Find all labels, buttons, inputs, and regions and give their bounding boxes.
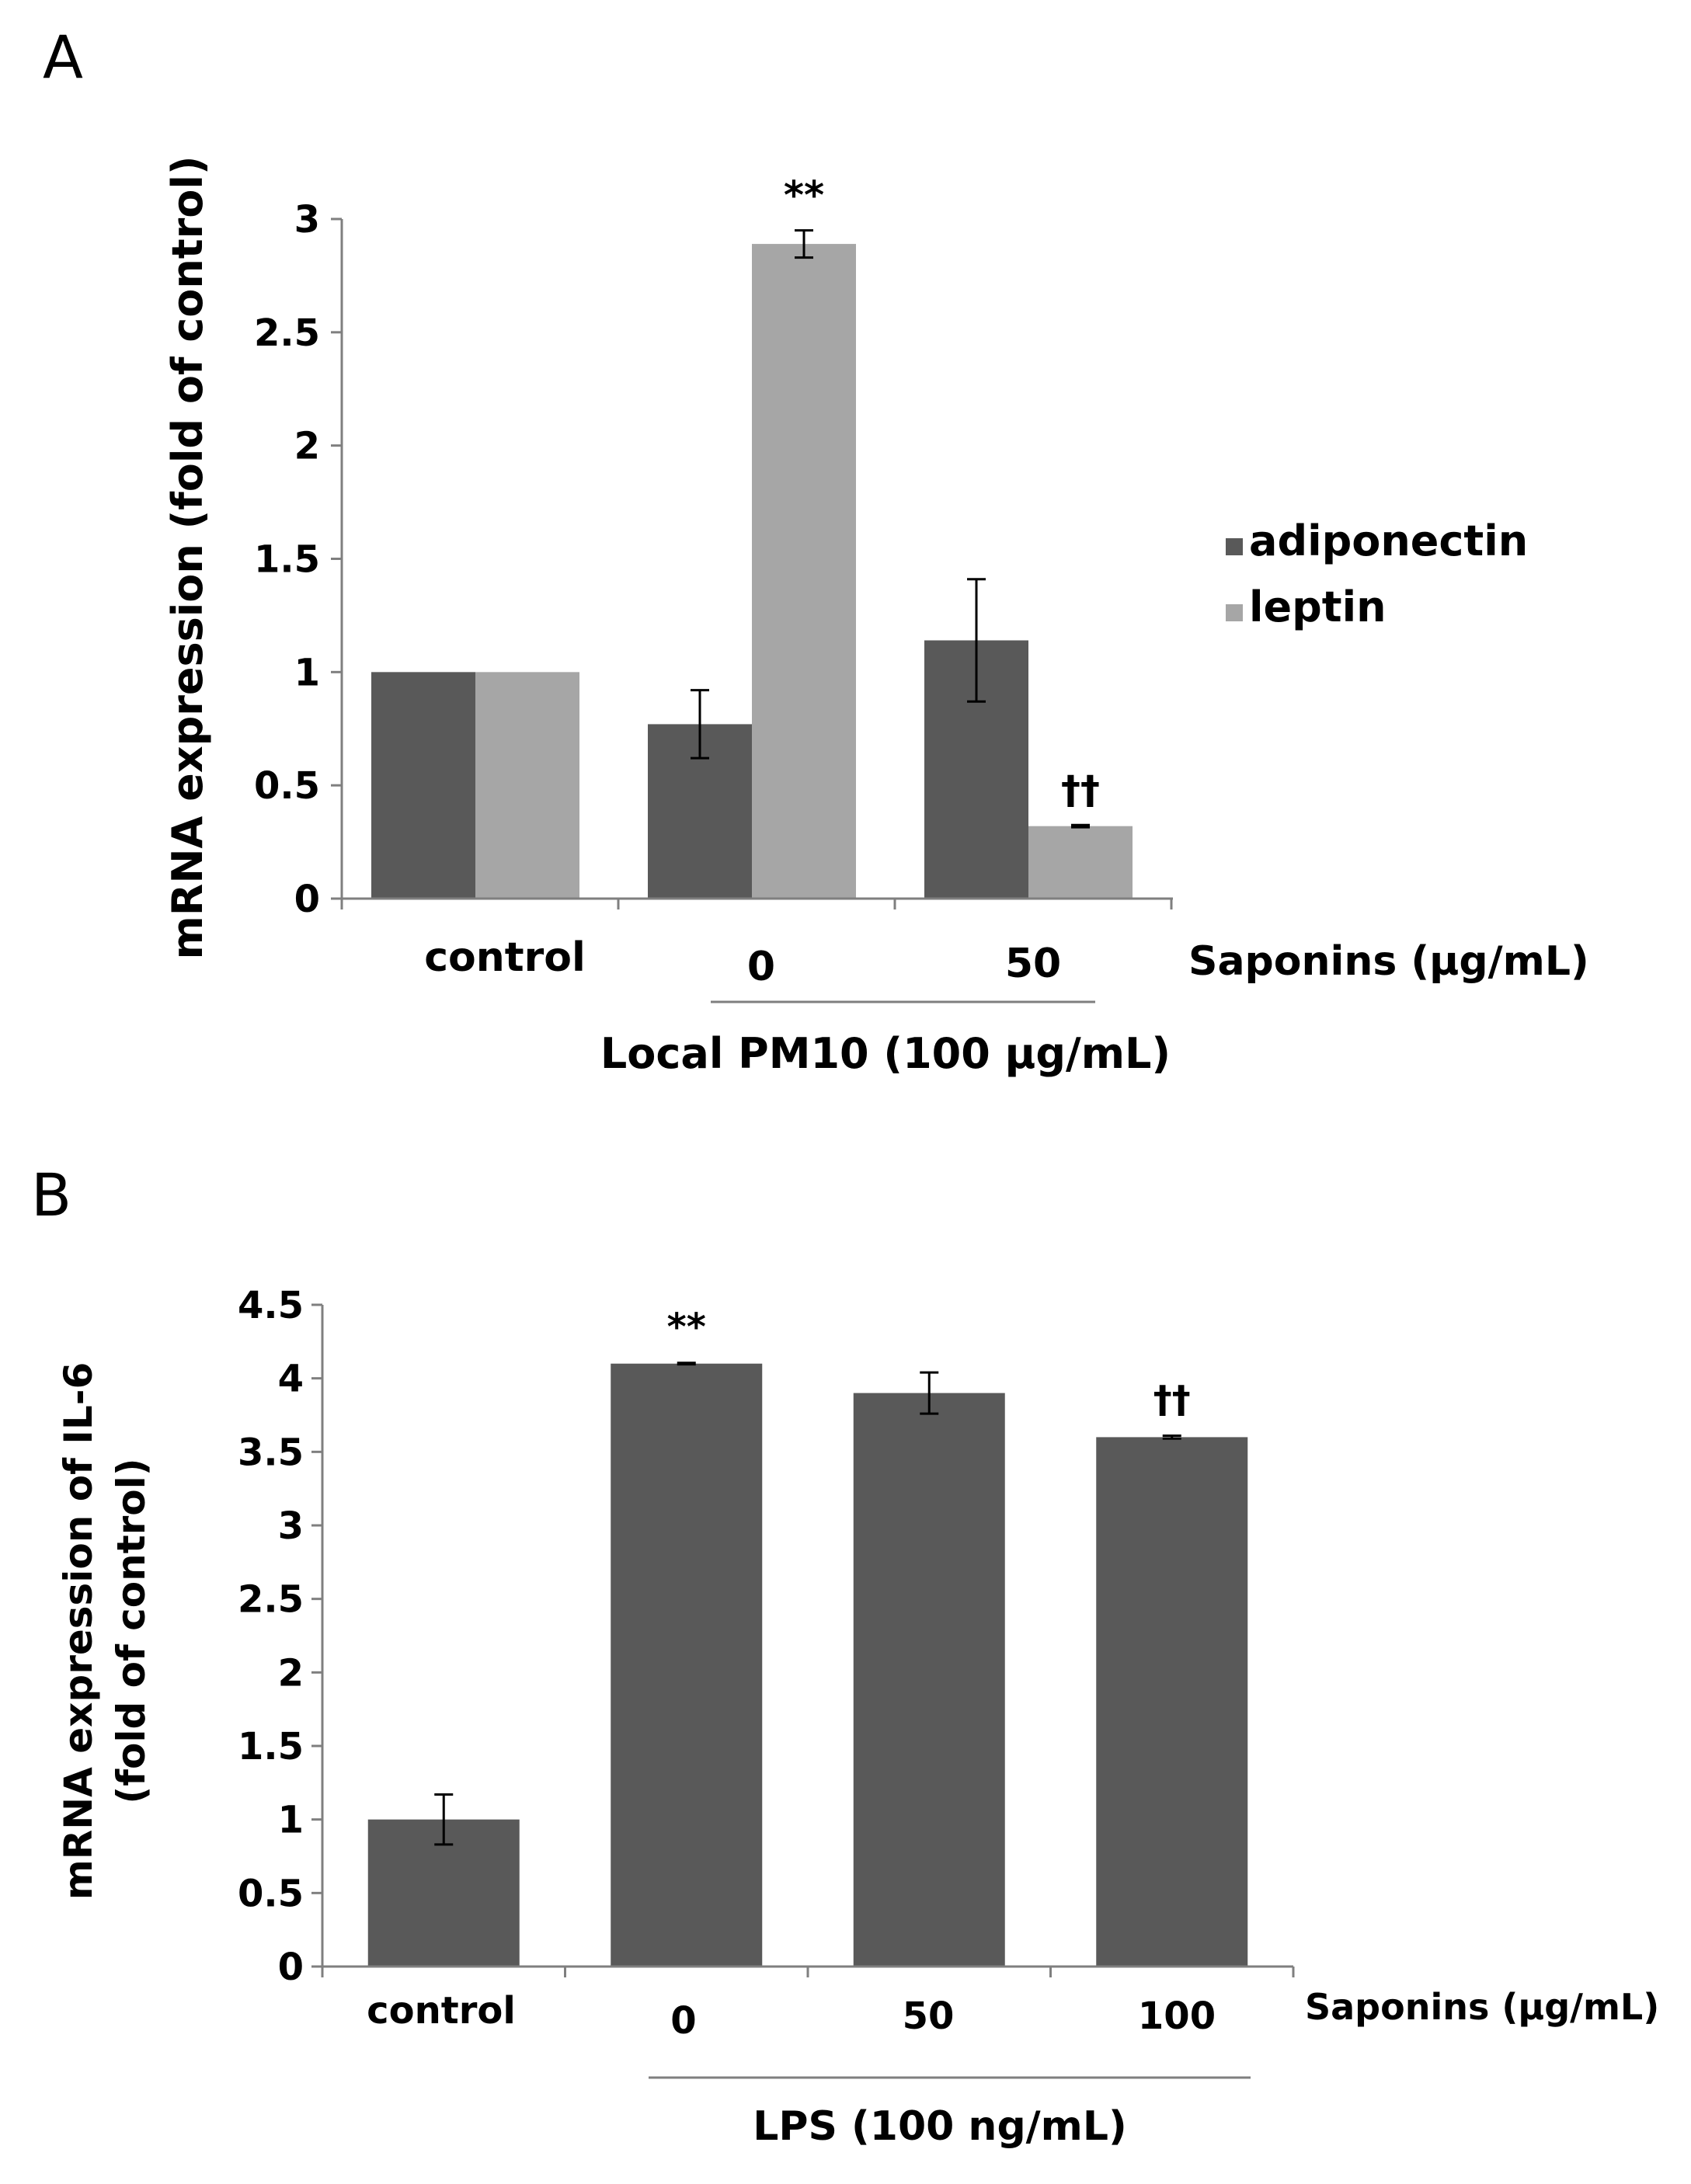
- significance-label-il-6-100: ††: [1153, 1379, 1191, 1422]
- y-tick-label: 2.5: [254, 311, 320, 355]
- bar-adiponectin-control: [371, 672, 475, 899]
- significance-label-il-6-0: **: [667, 1306, 706, 1349]
- y-axis-title-line-1: mRNA expression of IL-6: [56, 1362, 101, 1901]
- y-tick-label: 0: [294, 878, 320, 921]
- y-tick-label: 2: [294, 425, 320, 468]
- panel-b-label: B: [31, 1160, 71, 1229]
- y-tick-label: 2.5: [238, 1578, 304, 1622]
- x-category-label-control: control: [367, 1989, 516, 2033]
- y-tick-label: 0.5: [254, 764, 320, 808]
- x-category-label-0: 0: [747, 944, 775, 990]
- y-tick-label: 3: [278, 1504, 304, 1548]
- error-bar-leptin-0: [795, 229, 813, 259]
- error-bar-adiponectin-0: [691, 689, 709, 760]
- bar-leptin-control: [475, 672, 579, 899]
- significance-label-leptin-50: ††: [1061, 767, 1100, 812]
- legend-label-adiponectin: adiponectin: [1249, 516, 1528, 565]
- y-axis-title: mRNA expression (fold of control): [163, 155, 212, 959]
- error-bar-il-6-100: [1162, 1435, 1181, 1440]
- y-tick-label: 1: [294, 651, 320, 694]
- y-tick-label: 3.5: [238, 1431, 304, 1474]
- error-bar-il-6-0: [677, 1362, 696, 1366]
- x-category-label-100: 100: [1138, 1994, 1216, 2038]
- y-tick-label: 0: [278, 1946, 304, 1989]
- legend-swatch-adiponectin: [1226, 538, 1243, 555]
- bar-il-6-0: [611, 1363, 763, 1967]
- bar-il-6-100: [1096, 1437, 1248, 1967]
- y-tick-label: 1.5: [254, 538, 320, 582]
- group-label: LPS (100 ng/mL): [753, 2103, 1127, 2150]
- error-bar-il-6-control: [434, 1793, 454, 1846]
- bar-il-6-50: [853, 1393, 1005, 1967]
- legend-label-leptin: leptin: [1249, 583, 1387, 631]
- error-bar-leptin-50: [1071, 823, 1090, 829]
- x-axis-title: Saponins (μg/mL): [1305, 1986, 1659, 2028]
- x-category-label-50: 50: [1005, 941, 1061, 987]
- panel-a-label: A: [43, 23, 83, 92]
- x-category-label-control: control: [424, 934, 586, 981]
- y-tick-label: 4.5: [238, 1284, 304, 1327]
- x-axis-title: Saponins (μg/mL): [1188, 938, 1589, 985]
- error-bar-il-6-50: [920, 1371, 939, 1415]
- y-tick-label: 1: [278, 1799, 304, 1842]
- panel-b-chart: ** †† 0 0.5 1 1.5 2 2.5 3 3.5 4 4.5 control 0 50 100 Sap…: [56, 1284, 1659, 2150]
- x-category-label-0: 0: [670, 1999, 696, 2043]
- significance-label-leptin-0: **: [784, 173, 824, 218]
- bar-leptin-0: [752, 244, 856, 899]
- y-tick-label: 3: [294, 198, 320, 242]
- panel-a-chart: ** †† 0 0.5 1 1.5 2 2.5 3 control 0 50 Saponins (μg/…: [163, 155, 1589, 1078]
- y-tick-label: 1.5: [238, 1725, 304, 1768]
- bar-leptin-50: [1028, 826, 1133, 899]
- y-axis-title-line-2: (fold of control): [109, 1458, 154, 1803]
- error-bar-adiponectin-50: [967, 578, 986, 703]
- y-tick-label: 2: [278, 1651, 304, 1695]
- legend-swatch-leptin: [1226, 604, 1243, 621]
- y-tick-label: 4: [278, 1358, 304, 1401]
- group-label: Local PM10 (100 μg/mL): [600, 1029, 1171, 1078]
- x-category-label-50: 50: [903, 1994, 955, 2038]
- y-tick-label: 0.5: [238, 1872, 304, 1915]
